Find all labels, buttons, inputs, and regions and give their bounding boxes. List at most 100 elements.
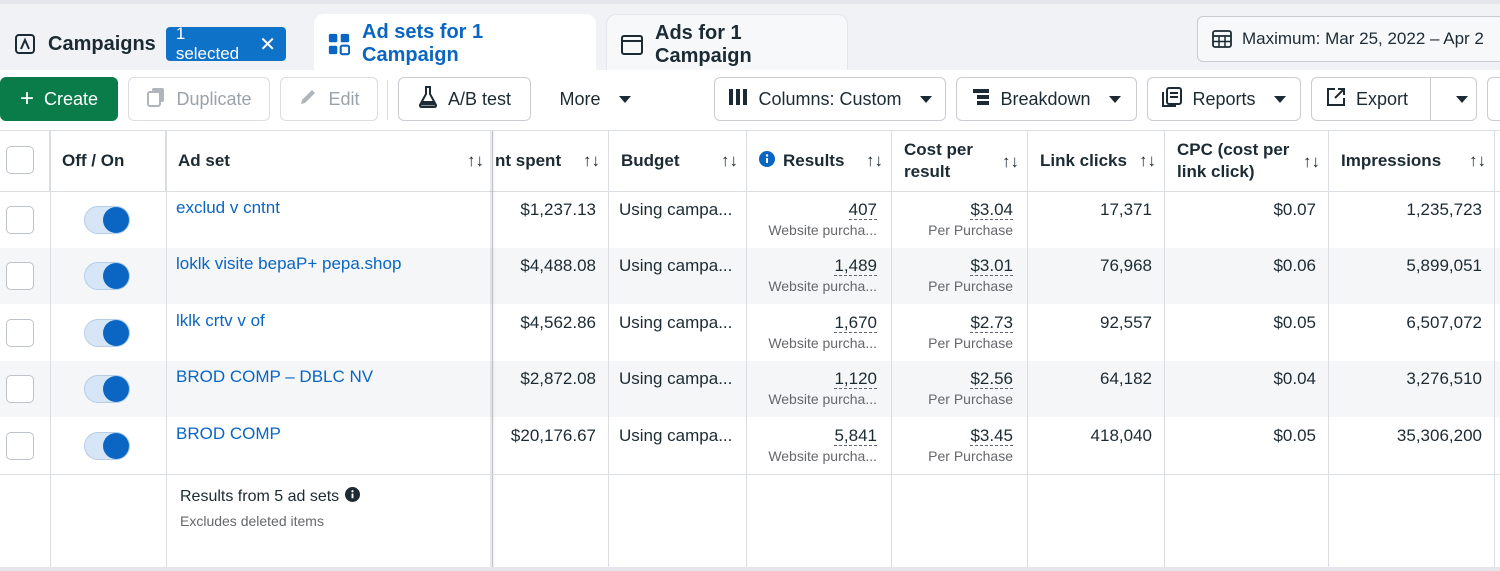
header-divider bbox=[0, 191, 1500, 192]
cpc-cell: $0.05 bbox=[1273, 426, 1316, 445]
tab-campaigns[interactable]: Campaigns 1 selected ✕ bbox=[0, 14, 300, 74]
link-clicks-cell: 17,371 bbox=[1100, 200, 1152, 219]
on-off-toggle[interactable] bbox=[84, 319, 130, 347]
results-type: Website purcha... bbox=[768, 448, 877, 464]
ad-set-name-link[interactable]: loklk visite bepaP+ pepa.shop bbox=[176, 254, 402, 273]
on-off-toggle[interactable] bbox=[84, 432, 130, 460]
create-button-label: Create bbox=[43, 88, 99, 109]
select-all-checkbox[interactable] bbox=[6, 146, 34, 174]
cost-per-result-type: Per Purchase bbox=[928, 222, 1013, 238]
table-row[interactable]: BROD COMP $20,176.67 Using campa... 5,84… bbox=[0, 418, 1500, 474]
on-off-toggle[interactable] bbox=[84, 375, 130, 403]
cost-per-result-value[interactable]: $2.56 bbox=[970, 369, 1013, 389]
ab-test-button[interactable]: A/B test bbox=[398, 77, 531, 121]
impressions-cell: 5,899,051 bbox=[1406, 256, 1482, 275]
ad-set-name-link[interactable]: lklk crtv v of bbox=[176, 311, 265, 330]
create-button[interactable]: + Create bbox=[0, 77, 118, 121]
cost-per-result-cell: $3.01 Per Purchase bbox=[892, 248, 1027, 304]
results-value[interactable]: 1,120 bbox=[834, 369, 877, 389]
results-cell: 1,120 Website purcha... bbox=[747, 361, 891, 417]
cost-per-result-cell: $2.73 Per Purchase bbox=[892, 305, 1027, 361]
chevron-down-icon bbox=[1108, 95, 1121, 103]
cost-per-result-value[interactable]: $3.01 bbox=[970, 256, 1013, 276]
reports-button[interactable]: Reports bbox=[1147, 77, 1301, 121]
cost-per-result-value[interactable]: $2.73 bbox=[970, 313, 1013, 333]
chevron-down-icon bbox=[618, 95, 631, 103]
horizontal-scrollbar[interactable] bbox=[0, 567, 1500, 571]
selected-chip[interactable]: 1 selected ✕ bbox=[165, 24, 286, 63]
overflow-button[interactable] bbox=[1487, 77, 1500, 121]
breakdown-button[interactable]: Breakdown bbox=[956, 77, 1137, 121]
pencil-icon bbox=[298, 87, 318, 112]
table-row[interactable]: loklk visite bepaP+ pepa.shop $4,488.08 … bbox=[0, 248, 1500, 304]
duplicate-button[interactable]: Duplicate bbox=[128, 77, 270, 121]
flask-icon bbox=[418, 85, 438, 113]
sort-icon[interactable]: ↑↓ bbox=[866, 151, 883, 170]
sort-icon[interactable]: ↑↓ bbox=[1002, 152, 1019, 171]
column-header-amount-spent[interactable]: nt spent ↑↓ bbox=[493, 131, 609, 191]
sort-icon[interactable]: ↑↓ bbox=[1303, 152, 1320, 171]
column-header-impressions[interactable]: Impressions ↑↓ bbox=[1329, 131, 1495, 191]
results-value[interactable]: 407 bbox=[848, 200, 877, 220]
summary-title: Results from 5 ad sets bbox=[180, 487, 361, 507]
tab-ad-sets-label: Ad sets for 1 Campaign bbox=[362, 21, 484, 66]
columns-button-label: Columns: Custom bbox=[758, 88, 902, 109]
tab-ad-sets[interactable]: Ad sets for 1 Campaign bbox=[314, 14, 596, 74]
clear-selection-icon[interactable]: ✕ bbox=[259, 33, 276, 56]
row-checkbox[interactable] bbox=[6, 375, 34, 403]
column-header-cpc[interactable]: CPC (cost per link click) ↑↓ bbox=[1165, 131, 1329, 191]
row-checkbox[interactable] bbox=[6, 319, 34, 347]
column-header-ad-set[interactable]: Ad set ↑↓ bbox=[166, 131, 493, 191]
columns-button[interactable]: Columns: Custom bbox=[714, 77, 946, 121]
results-cell: 407 Website purcha... bbox=[747, 192, 891, 248]
cost-per-result-type: Per Purchase bbox=[928, 335, 1013, 351]
summary-subtitle: Excludes deleted items bbox=[180, 513, 324, 529]
column-header-results[interactable]: Results ↑↓ bbox=[747, 131, 892, 191]
edit-button[interactable]: Edit bbox=[280, 77, 378, 121]
row-checkbox[interactable] bbox=[6, 206, 34, 234]
sort-icon[interactable]: ↑↓ bbox=[583, 151, 600, 170]
cost-per-result-value[interactable]: $3.04 bbox=[970, 200, 1013, 220]
results-cell: 1,489 Website purcha... bbox=[747, 248, 891, 304]
table-row[interactable]: exclud v cntnt $1,237.13 Using campa... … bbox=[0, 192, 1500, 248]
tab-campaigns-label: Campaigns bbox=[48, 32, 156, 55]
sort-icon[interactable]: ↑↓ bbox=[467, 151, 484, 170]
table-row[interactable]: lklk crtv v of $4,562.86 Using campa... … bbox=[0, 305, 1500, 361]
row-checkbox[interactable] bbox=[6, 432, 34, 460]
tab-ads[interactable]: Ads for 1 Campaign bbox=[606, 14, 848, 74]
info-icon[interactable] bbox=[759, 150, 775, 172]
table-row[interactable]: BROD COMP – DBLC NV $2,872.08 Using camp… bbox=[0, 361, 1500, 417]
sort-icon[interactable]: ↑↓ bbox=[721, 151, 738, 170]
sort-icon[interactable]: ↑↓ bbox=[1469, 151, 1486, 170]
results-value[interactable]: 5,841 bbox=[834, 426, 877, 446]
export-button[interactable]: Export bbox=[1311, 77, 1477, 121]
budget-cell: Using campa... bbox=[619, 313, 733, 332]
results-type: Website purcha... bbox=[768, 278, 877, 294]
ad-set-name-link[interactable]: BROD COMP – DBLC NV bbox=[176, 367, 374, 386]
cpc-cell: $0.07 bbox=[1273, 200, 1316, 219]
column-header-budget[interactable]: Budget ↑↓ bbox=[609, 131, 747, 191]
ad-sets-table: exclud v cntnt $1,237.13 Using campa... … bbox=[0, 130, 1500, 571]
column-header-link-clicks[interactable]: Link clicks ↑↓ bbox=[1028, 131, 1165, 191]
cost-per-result-value[interactable]: $3.45 bbox=[970, 426, 1013, 446]
sort-icon[interactable]: ↑↓ bbox=[1139, 151, 1156, 170]
cost-per-result-type: Per Purchase bbox=[928, 391, 1013, 407]
ad-set-name-link[interactable]: BROD COMP bbox=[176, 424, 281, 443]
info-icon[interactable] bbox=[345, 487, 361, 507]
more-button[interactable]: More bbox=[545, 77, 645, 121]
date-range-picker[interactable]: Maximum: Mar 25, 2022 – Apr 2 bbox=[1197, 16, 1500, 62]
ad-set-name-link[interactable]: exclud v cntnt bbox=[176, 198, 280, 217]
on-off-toggle[interactable] bbox=[84, 206, 130, 234]
columns-icon bbox=[728, 88, 748, 111]
column-divider bbox=[1328, 131, 1329, 571]
results-value[interactable]: 1,670 bbox=[834, 313, 877, 333]
reports-button-label: Reports bbox=[1192, 88, 1256, 109]
on-off-toggle[interactable] bbox=[84, 262, 130, 290]
cost-per-result-type: Per Purchase bbox=[928, 448, 1013, 464]
cpc-cell: $0.06 bbox=[1273, 256, 1316, 275]
export-dropdown-icon[interactable] bbox=[1456, 96, 1468, 103]
row-checkbox[interactable] bbox=[6, 262, 34, 290]
results-value[interactable]: 1,489 bbox=[834, 256, 877, 276]
column-header-cost-per-result[interactable]: Cost per result ↑↓ bbox=[892, 131, 1028, 191]
frozen-column-divider bbox=[492, 131, 493, 571]
